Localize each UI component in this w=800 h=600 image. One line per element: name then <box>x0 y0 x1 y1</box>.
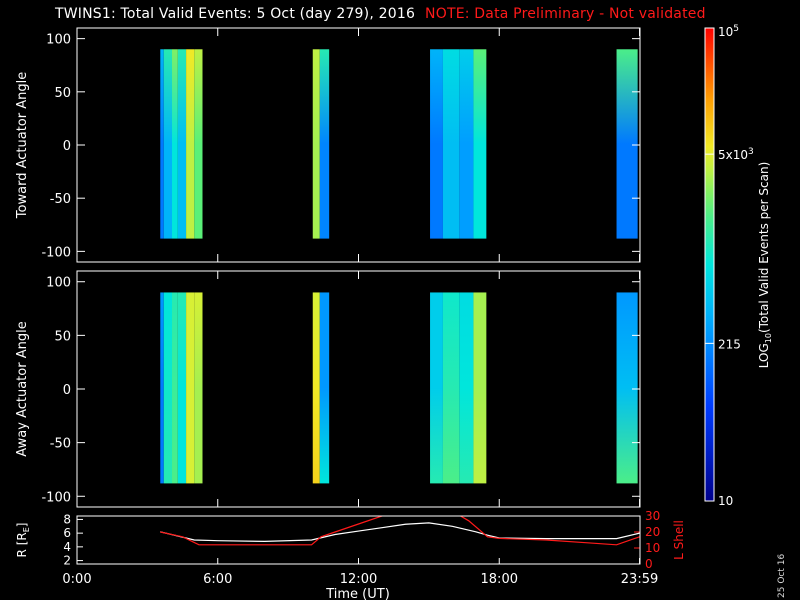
left-y-tick-label: 4 <box>63 540 71 554</box>
colorbar-ticks: 10 215 5x103 105 <box>705 24 754 508</box>
colorbar-label-rest: (Total Valid Events per Scan) <box>757 162 771 333</box>
r-distance-line <box>160 522 640 542</box>
title-main: TWINS1: Total Valid Events: 5 Oct (day 2… <box>55 6 416 22</box>
y-tick-label: 0 <box>63 383 71 398</box>
y-tick-label: 100 <box>46 33 71 48</box>
plot-title: TWINS1: Total Valid Events: 5 Oct (day 2… <box>55 6 706 22</box>
heatmap-band <box>616 49 638 239</box>
l-shell-line <box>160 516 640 546</box>
heatmap-band <box>177 292 187 484</box>
colorbar-tick-label: 5x103 <box>718 147 754 162</box>
heatmap-band <box>177 49 187 239</box>
heatmap-band <box>186 292 195 484</box>
y-tick-label: 50 <box>54 86 71 101</box>
y-tick-label: -100 <box>41 490 71 505</box>
toward-y-axis-label: Toward Actuator Angle <box>15 72 30 219</box>
y-tick-label: 0 <box>63 139 71 154</box>
right-y-tick-label: 0 <box>645 557 653 571</box>
heatmap-band <box>616 292 638 484</box>
toward-heatmap-bands <box>160 49 638 239</box>
heatmap-band <box>319 292 330 484</box>
orbit-right-y-axis-label: L Shell <box>672 520 686 560</box>
r-label-close: ] <box>15 523 29 528</box>
panel-toward-actuator: 100 50 0 -50 -100 Toward Actuator Angle <box>15 27 641 263</box>
heatmap-band <box>172 292 178 484</box>
heatmap-band <box>430 292 443 484</box>
heatmap-band <box>163 49 173 239</box>
datestamp: 25 Oct 16 <box>777 553 787 598</box>
colorbar-label-sub: 10 <box>764 333 773 343</box>
heatmap-band <box>459 49 474 239</box>
colorbar-tick-label: 105 <box>718 24 739 39</box>
left-y-tick-label: 6 <box>63 526 71 540</box>
panel-toward-frame <box>76 27 641 263</box>
colorbar-label: LOG10(Total Valid Events per Scan) <box>757 162 773 369</box>
right-y-tick-label: 30 <box>645 509 660 523</box>
away-axes: 100 50 0 -50 -100 <box>41 271 641 507</box>
away-y-axis-label: Away Actuator Angle <box>15 321 30 456</box>
r-label-sub: E <box>22 527 31 532</box>
heatmap-band <box>442 292 460 484</box>
colorbar-tick-label: 10 <box>718 494 733 508</box>
y-tick-label: -100 <box>41 245 71 260</box>
right-y-tick-label: 20 <box>645 525 660 539</box>
heatmap-band <box>194 49 203 239</box>
heatmap-band <box>160 292 164 484</box>
r-label-main: R [R <box>15 532 29 557</box>
heatmap-band <box>312 292 320 484</box>
heatmap-band <box>172 49 178 239</box>
orbit-lines <box>160 516 640 546</box>
x-tick-label: 6:00 <box>203 572 232 587</box>
heatmap-band <box>430 49 443 239</box>
x-tick-label: 0:00 <box>62 572 91 587</box>
x-axis-label: Time (UT) <box>325 587 390 600</box>
y-tick-label: -50 <box>50 437 71 452</box>
heatmap-band <box>473 49 487 239</box>
x-tick-label: 18:00 <box>481 572 518 587</box>
panel-away-frame <box>76 270 641 508</box>
right-y-tick-label: 10 <box>645 541 660 555</box>
away-heatmap-bands <box>160 292 638 484</box>
heatmap-band <box>160 49 164 239</box>
left-y-tick-label: 8 <box>63 512 71 526</box>
x-tick-label: 23:59 <box>621 572 658 587</box>
colorbar-tick-label: 215 <box>718 337 741 351</box>
left-y-tick-label: 2 <box>63 554 71 568</box>
heatmap-band <box>186 49 195 239</box>
x-tick-label: 12:00 <box>340 572 377 587</box>
panel-away-actuator: 100 50 0 -50 -100 Away Actuator Angle <box>15 270 641 508</box>
heatmap-band <box>312 49 320 239</box>
heatmap-band <box>319 49 330 239</box>
y-tick-label: 100 <box>46 276 71 291</box>
heatmap-band <box>163 292 173 484</box>
toward-axes: 100 50 0 -50 -100 <box>41 28 641 262</box>
panel-orbit-frame <box>76 515 641 565</box>
heatmap-band <box>459 292 474 484</box>
heatmap-band <box>473 292 487 484</box>
heatmap-band <box>194 292 203 484</box>
colorbar-gradient <box>705 28 714 501</box>
colorbar-label-log: LOG <box>757 343 771 368</box>
title-note-warning: NOTE: Data Preliminary - Not validated <box>425 6 706 22</box>
y-tick-label: 50 <box>54 329 71 344</box>
panel-orbit-background <box>77 516 640 564</box>
orbit-left-y-axis-label: R [RE] <box>15 523 31 558</box>
y-tick-label: -50 <box>50 192 71 207</box>
heatmap-band <box>442 49 460 239</box>
